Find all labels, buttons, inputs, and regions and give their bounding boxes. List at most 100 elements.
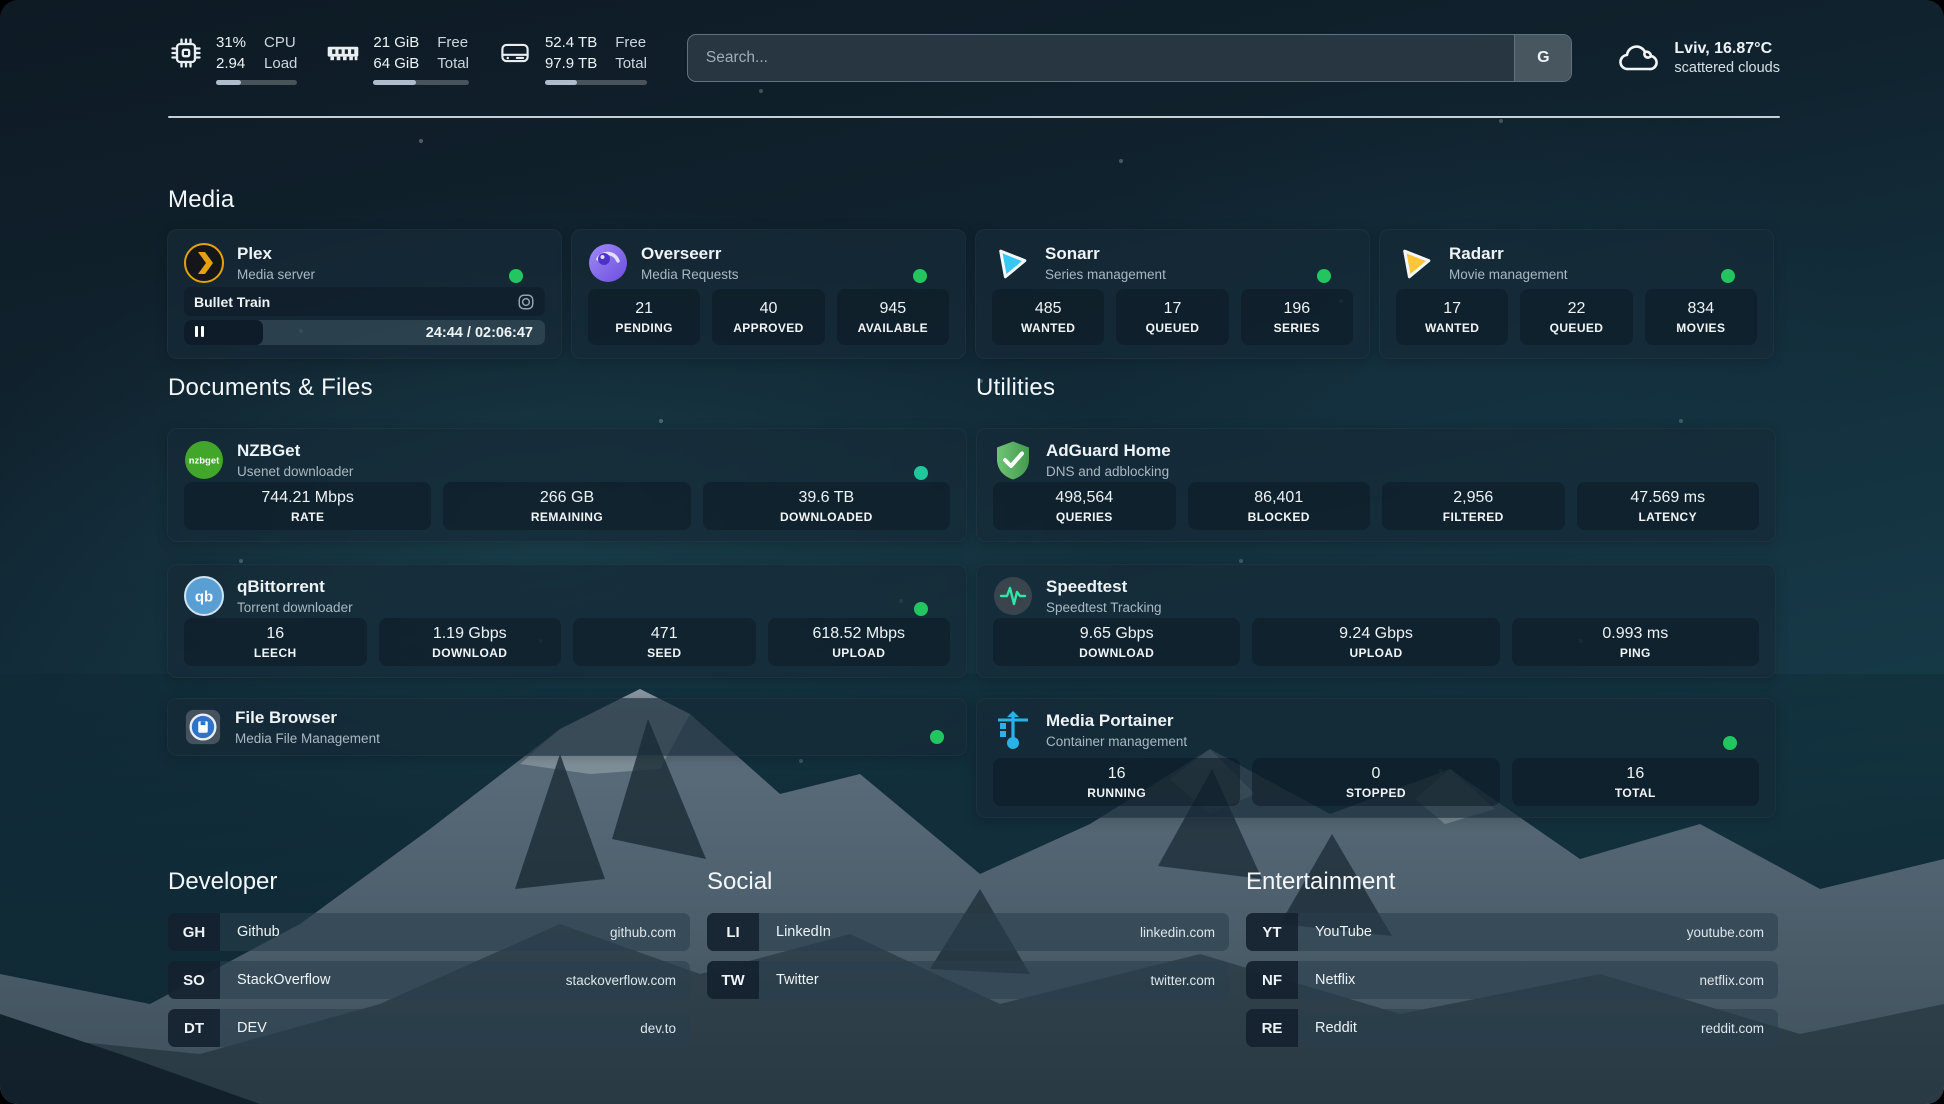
stat-value: 618.52 Mbps [812, 624, 905, 642]
app-title: Speedtest [1046, 576, 1128, 596]
weather-condition: scattered clouds [1674, 60, 1780, 76]
pause-icon[interactable] [195, 324, 207, 342]
filebrowser-icon [184, 708, 222, 746]
portainer-card[interactable]: Media Portainer Container management 16 … [976, 698, 1776, 818]
social-section: Social LI LinkedIn linkedin.com TW Twitt… [707, 868, 1229, 999]
stat-tile: 498,564 QUERIES [993, 482, 1176, 530]
stat-value: 39.6 TB [798, 488, 855, 506]
stat-label: PENDING [615, 320, 673, 335]
filebrowser-card[interactable]: File Browser Media File Management [167, 698, 967, 756]
cpu-stat: 31% 2.94 CPU Load [168, 32, 298, 85]
link-netflix[interactable]: NF Netflix netflix.com [1246, 961, 1778, 999]
status-indicator [930, 729, 944, 744]
stat-label: SERIES [1273, 320, 1321, 335]
status-indicator [509, 269, 523, 283]
cpu-usage-value: 31% [216, 33, 247, 51]
stat-label: LATENCY [1638, 509, 1698, 524]
link-url: netflix.com [1699, 972, 1764, 988]
stat-label: QUEUED [1145, 320, 1200, 335]
link-stackoverflow[interactable]: SO StackOverflow stackoverflow.com [168, 961, 690, 999]
link-dev[interactable]: DT DEV dev.to [168, 1009, 690, 1047]
link-url: linkedin.com [1139, 924, 1215, 940]
top-bar: 31% 2.94 CPU Load [168, 26, 1780, 90]
disk-progress-track [544, 79, 647, 85]
stat-value: 485 [1034, 299, 1062, 317]
stat-label: RUNNING [1087, 785, 1147, 800]
stat-value: 945 [879, 299, 907, 317]
app-subtitle: Usenet downloader [237, 464, 354, 480]
stat-value: 86,401 [1254, 488, 1304, 506]
stat-tile: 196 SERIES [1240, 289, 1353, 345]
cpu-usage-label: CPU [264, 33, 296, 51]
link-youtube[interactable]: YT YouTube youtube.com [1246, 913, 1778, 951]
nzbget-card[interactable]: nzbget NZBGet Usenet downloader 744.21 M… [167, 428, 967, 542]
stat-value: 471 [650, 624, 678, 642]
stat-tile: 17 WANTED [1396, 289, 1509, 345]
link-abbr-tile: SO [168, 961, 220, 999]
adguard-card[interactable]: AdGuard Home DNS and adblocking 498,564 … [976, 428, 1776, 542]
cpu-load-label: Load [264, 54, 298, 72]
playback-time: 24:44 / 02:06:47 [425, 324, 533, 341]
qbittorrent-card[interactable]: qb qBittorrent Torrent downloader 16 LEE… [167, 564, 967, 678]
memory-progress-fill [373, 79, 417, 85]
overseerr-card[interactable]: Overseerr Media Requests 21 PENDING 40 A… [571, 229, 966, 359]
stat-label: DOWNLOADED [779, 509, 873, 524]
weather-widget[interactable]: Lviv, 16.87°C scattered clouds [1616, 40, 1780, 76]
app-subtitle: Media server [237, 267, 316, 283]
app-title: Plex [237, 243, 272, 263]
stat-value: 47.569 ms [1630, 488, 1706, 506]
link-label: LinkedIn [776, 924, 831, 940]
session-icon [518, 294, 534, 309]
memory-free-label: Free [437, 33, 469, 51]
playback-progress-fill [184, 320, 264, 345]
stat-value: 266 GB [539, 488, 595, 506]
app-title: Sonarr [1045, 243, 1100, 263]
qbittorrent-icon: qb [184, 576, 224, 616]
app-title: NZBGet [237, 440, 301, 460]
memory-free-value: 21 GiB [373, 33, 420, 51]
stat-value: 16 [1626, 764, 1645, 782]
app-subtitle: Media Requests [641, 267, 739, 283]
status-indicator [914, 602, 928, 616]
link-label: Netflix [1315, 972, 1356, 988]
link-reddit[interactable]: RE Reddit reddit.com [1246, 1009, 1778, 1047]
stat-value: 9.65 Gbps [1079, 624, 1154, 642]
search-engine-button[interactable]: G [1514, 35, 1572, 81]
stat-value: 0 [1371, 764, 1381, 782]
memory-total-value: 64 GiB [373, 54, 420, 72]
app-subtitle: Speedtest Tracking [1046, 600, 1162, 616]
app-subtitle: Media File Management [235, 731, 380, 747]
sonarr-card[interactable]: Sonarr Series management 485 WANTED 17 Q… [975, 229, 1370, 359]
memory-total-label: Total [437, 54, 469, 72]
radarr-icon [1396, 243, 1436, 283]
app-title: File Browser [235, 707, 338, 727]
stat-label: BLOCKED [1247, 509, 1310, 524]
disk-stat: 52.4 TB 97.9 TB Free Total [497, 32, 647, 85]
stat-label: QUERIES [1055, 509, 1113, 524]
stat-label: UPLOAD [1349, 645, 1403, 660]
link-url: reddit.com [1700, 1020, 1764, 1036]
plex-card[interactable]: Plex Media server Bullet Train 24:44 / 0… [167, 229, 562, 359]
stat-label: STOPPED [1346, 785, 1406, 800]
playback-progress[interactable]: 24:44 / 02:06:47 [184, 320, 545, 345]
radarr-card[interactable]: Radarr Movie management 17 WANTED 22 QUE… [1379, 229, 1774, 359]
link-github[interactable]: GH Github github.com [168, 913, 690, 951]
link-url: dev.to [640, 1020, 676, 1036]
entertainment-section: Entertainment YT YouTube youtube.com NF … [1246, 868, 1778, 1047]
stat-label: RATE [290, 509, 325, 524]
stat-tile: 39.6 TB DOWNLOADED [702, 482, 950, 530]
stat-label: FILTERED [1442, 509, 1504, 524]
link-linkedin[interactable]: LI LinkedIn linkedin.com [707, 913, 1229, 951]
overseerr-icon [588, 243, 628, 283]
speedtest-card[interactable]: Speedtest Speedtest Tracking 9.65 Gbps D… [976, 564, 1776, 678]
link-abbr-tile: YT [1246, 913, 1298, 951]
stat-value: 498,564 [1055, 488, 1114, 506]
search-input[interactable] [687, 35, 1515, 81]
app-subtitle: Movie management [1449, 267, 1568, 283]
stat-tile: 21 PENDING [588, 289, 701, 345]
stat-tile: 9.24 Gbps UPLOAD [1252, 618, 1500, 666]
speedtest-icon [993, 576, 1033, 616]
link-twitter[interactable]: TW Twitter twitter.com [707, 961, 1229, 999]
cloud-icon [1619, 45, 1659, 71]
section-title-entertainment: Entertainment [1246, 868, 1396, 895]
